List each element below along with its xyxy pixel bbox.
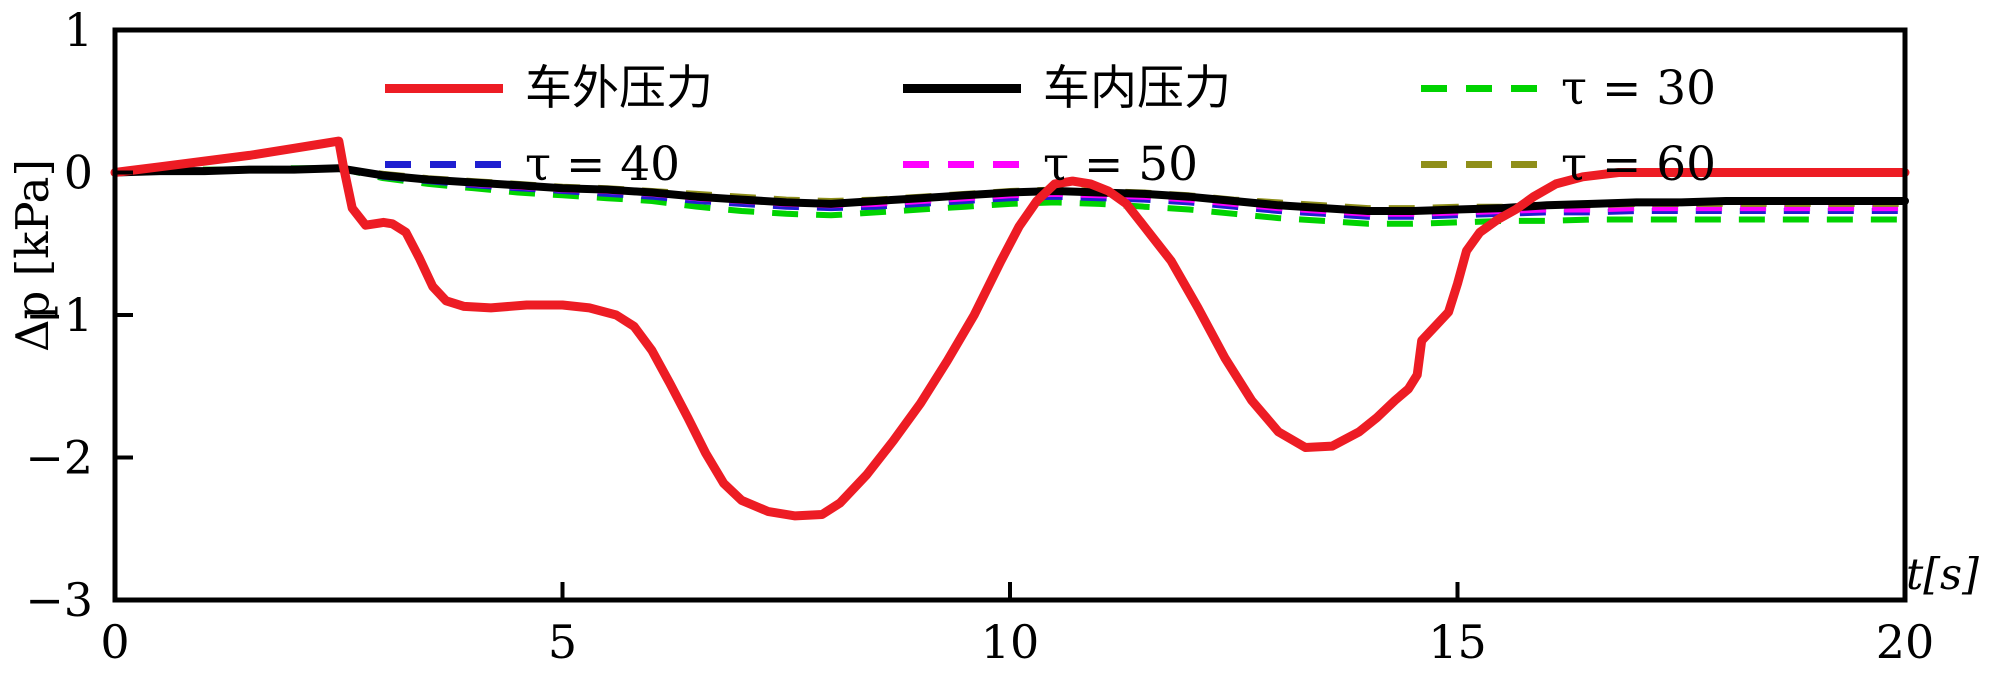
y-axis-label-wrap: Δp [kPa] — [2, 30, 64, 480]
svg-text:10: 10 — [981, 615, 1040, 669]
svg-text:5: 5 — [548, 615, 577, 669]
legend-swatch-inside-pressure-line — [903, 83, 1021, 93]
legend-row-1: 车外压力 车内压力 τ = 30 — [385, 50, 1939, 126]
legend-label-tau-30: τ = 30 — [1561, 60, 1717, 116]
x-axis-label: t[s] — [1906, 550, 1979, 600]
legend-item-tau-60: τ = 60 — [1421, 141, 1939, 188]
legend-swatch-tau-30-line — [1421, 84, 1539, 92]
legend-label-tau-50: τ = 50 — [1043, 136, 1199, 192]
legend-swatch-outside-pressure-line — [385, 83, 503, 93]
legend-item-tau-40: τ = 40 — [385, 141, 903, 188]
svg-text:−1: −1 — [25, 288, 93, 342]
legend-item-inside-pressure: 车内压力 — [903, 65, 1421, 112]
legend-label-outside-pressure: 车外压力 — [525, 60, 713, 116]
legend-label-tau-40: τ = 40 — [525, 136, 681, 192]
legend-row-2: τ = 40 τ = 50 τ = 60 — [385, 126, 1939, 202]
svg-text:15: 15 — [1428, 615, 1487, 669]
svg-text:0: 0 — [100, 615, 129, 669]
legend-swatch-tau-60-line — [1421, 160, 1539, 168]
legend-swatch-tau-40-line — [385, 160, 503, 168]
legend-item-tau-30: τ = 30 — [1421, 65, 1939, 112]
svg-text:0: 0 — [64, 146, 93, 200]
legend-label-inside-pressure: 车内压力 — [1043, 60, 1231, 116]
legend-item-tau-50: τ = 50 — [903, 141, 1421, 188]
y-axis-label: Δp [kPa] — [6, 158, 60, 352]
legend-swatch-tau-50-line — [903, 160, 1021, 168]
svg-text:1: 1 — [64, 3, 93, 57]
svg-text:20: 20 — [1876, 615, 1935, 669]
legend: 车外压力 车内压力 τ = 30 τ = 40 τ = 50 τ = 60 — [385, 50, 1939, 202]
legend-label-tau-60: τ = 60 — [1561, 136, 1717, 192]
svg-text:−3: −3 — [25, 573, 93, 627]
legend-item-outside-pressure: 车外压力 — [385, 65, 903, 112]
svg-text:−2: −2 — [25, 431, 93, 485]
